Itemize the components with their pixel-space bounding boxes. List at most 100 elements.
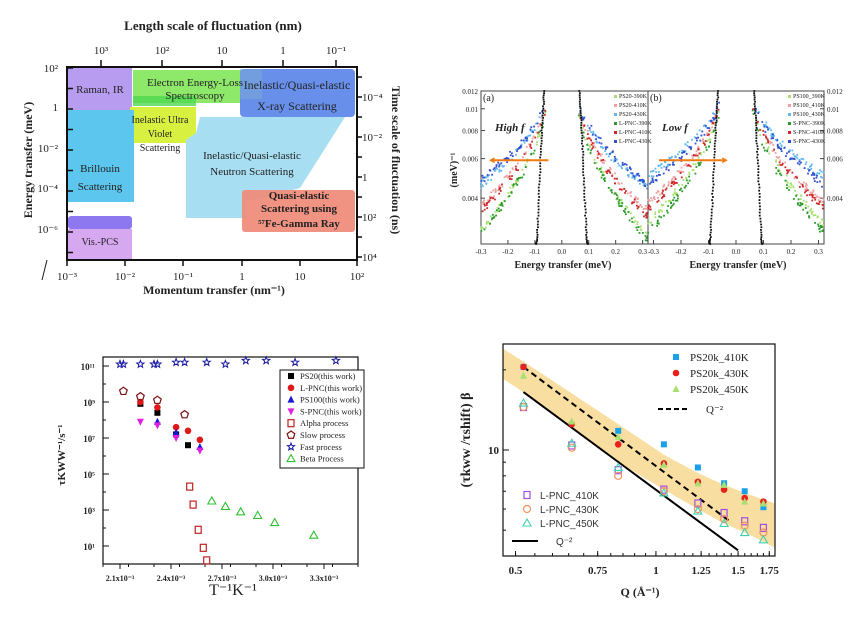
data-point [812,190,815,193]
data-point [760,226,763,229]
data-point [697,147,700,150]
data-point [642,208,645,211]
data-point [186,482,194,491]
data-point [590,143,593,146]
x-tick-label: 10⁻³ [57,271,78,283]
data-point [580,117,582,119]
data-point [687,182,689,185]
data-point [807,168,809,170]
q-2-solid-line [522,391,739,552]
data-point [599,153,602,156]
data-point [540,137,543,140]
data-point [644,231,647,234]
data-point [763,149,766,152]
data-point [765,121,768,124]
data-point [621,161,624,164]
data-point [636,207,639,210]
data-point [770,137,773,140]
data-point [770,129,773,132]
data-point [621,163,624,166]
data-point [581,118,584,120]
data-point [583,124,586,127]
data-point [811,210,814,213]
data-point [686,164,689,167]
data-point [775,159,778,162]
data-point [785,180,788,182]
data-point [712,186,714,189]
data-point [596,156,599,159]
data-point [511,175,513,177]
data-point [586,144,589,146]
data-point [286,441,296,452]
data-point [524,151,527,154]
data-point [580,119,583,122]
data-point [647,231,650,234]
data-point [520,139,523,142]
data-point [716,103,718,105]
data-point [786,181,789,184]
panel-a-x-axis-title: Energy transfer (meV) [514,260,611,271]
data-point [541,119,544,122]
data-point [607,186,610,189]
data-point [509,191,512,194]
data-point [813,174,816,176]
data-point [798,158,801,161]
data-point [526,137,528,140]
data-point [578,96,581,99]
data-point [719,515,729,524]
data-point [584,202,587,205]
data-point [290,357,301,367]
data-point [496,210,499,213]
data-point [500,209,502,211]
legend: PS100_390K PS100_410K PS100_430K S-PNC-390K… [788,94,826,145]
data-point [535,122,538,125]
legend-label: PS100(this work) [300,395,360,405]
data-point [814,214,817,216]
data-point [485,204,488,206]
data-point [695,150,698,153]
data-point [715,105,718,108]
data-point [634,196,637,198]
data-point [672,385,680,392]
data-point [622,209,625,212]
y-tick-label: 0.012 [462,88,478,96]
data-point [757,129,760,132]
data-point [537,125,540,128]
data-point [528,143,531,146]
data-point [630,191,633,194]
data-point [614,441,622,448]
data-point [761,121,764,123]
data-point [676,193,679,196]
data-point [670,182,673,185]
data-point [714,123,716,126]
data-point [252,510,263,519]
data-point [667,205,669,207]
data-point [585,223,588,226]
data-point [633,198,636,201]
data-point [649,170,652,173]
data-point [680,166,683,169]
data-point [709,231,712,234]
data-point [616,177,618,180]
data-point [529,128,532,131]
data-point [702,138,704,141]
data-point [589,152,592,154]
data-point [590,149,592,152]
data-point [801,202,804,205]
data-point [754,109,757,112]
data-point [776,139,779,142]
data-point [811,199,814,202]
data-point [184,427,192,435]
data-point [605,170,608,173]
region-xray-overlap [240,69,262,99]
data-point [757,177,760,180]
data-point [583,199,586,201]
data-point [695,137,698,140]
data-point [709,141,712,144]
data-point [517,177,520,180]
data-point [696,133,699,136]
data-point [538,180,541,183]
data-point [586,137,589,140]
data-point [755,139,758,142]
data-point [509,170,512,173]
